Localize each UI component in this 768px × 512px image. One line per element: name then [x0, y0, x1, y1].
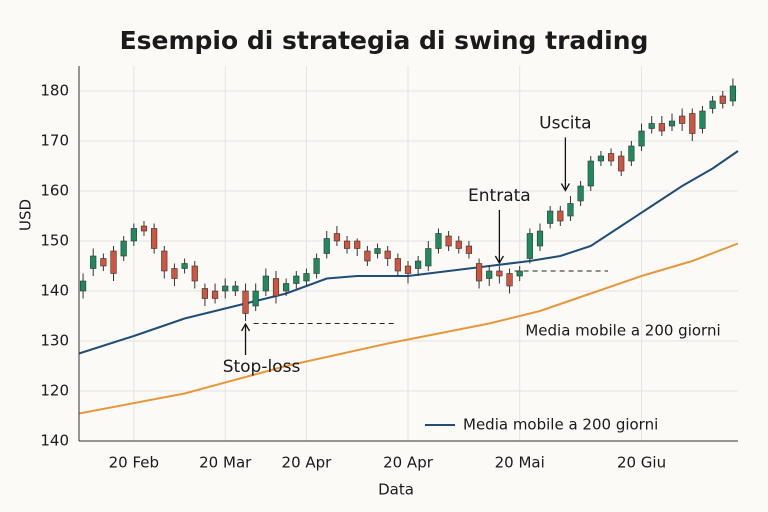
candle-body	[161, 250, 168, 272]
candle-body	[729, 85, 737, 102]
candle-body	[130, 228, 137, 242]
candle-body	[455, 240, 462, 249]
moving-average-line	[78, 242, 739, 415]
candle-body	[679, 115, 686, 124]
candle-body	[394, 258, 401, 272]
candle-body	[110, 250, 117, 274]
y-tick-label: 140	[40, 282, 69, 300]
candle-body	[364, 250, 371, 262]
candle-body	[323, 238, 330, 254]
candle-body	[272, 278, 280, 297]
candle-body	[252, 290, 259, 307]
candle-body	[313, 258, 320, 274]
candle-body	[638, 130, 645, 147]
candle-body	[90, 255, 97, 269]
candle-body	[587, 160, 594, 187]
candle-body	[709, 100, 716, 109]
candle-body	[506, 273, 513, 287]
legend-label: Media mobile a 200 giorni	[463, 416, 658, 434]
candle-body	[648, 123, 655, 129]
candle-body	[374, 248, 381, 254]
y-tick-label: 120	[40, 382, 69, 400]
candle-body	[79, 280, 87, 292]
candle-body	[486, 270, 493, 279]
candle-body	[425, 248, 432, 267]
candle-body	[465, 245, 473, 254]
candle-body	[303, 273, 310, 282]
x-axis-title: Data	[378, 481, 414, 499]
candle-body	[293, 275, 300, 284]
x-tick-label: 20 Feb	[109, 454, 159, 472]
annotation-arrowhead	[494, 255, 504, 265]
candle-body	[689, 113, 696, 134]
grid	[79, 66, 738, 442]
candle-body	[577, 185, 584, 202]
candle-body	[567, 203, 574, 217]
x-tick-label: 20 Giu	[617, 454, 666, 472]
candle-body	[191, 265, 198, 282]
candle-body	[262, 275, 269, 292]
candle-body	[211, 290, 219, 299]
candle-body	[222, 285, 229, 292]
candle-body	[628, 145, 635, 162]
annotation-label: Stop-loss	[223, 357, 301, 377]
candle-body	[415, 260, 422, 269]
candle-body	[283, 283, 290, 292]
y-tick-label: 130	[40, 332, 69, 350]
candle-body	[435, 233, 442, 249]
annotation-label: Entrata	[468, 186, 531, 206]
y-tick-label: 170	[40, 132, 69, 150]
candle-body	[547, 210, 554, 224]
moving-average-line	[78, 150, 739, 355]
candle-body	[668, 120, 676, 127]
x-tick-label: 20 Mai	[495, 454, 545, 472]
candle-body	[201, 288, 209, 299]
y-tick-label: 150	[40, 232, 69, 250]
candle-body	[719, 95, 726, 104]
candle-body	[140, 225, 148, 232]
x-tick-label: 20 Apr	[383, 454, 434, 472]
candle-body	[597, 155, 605, 162]
candle-body	[607, 153, 615, 162]
candle-body	[181, 263, 188, 269]
annotation-arrowhead	[560, 183, 570, 192]
annotation-label: Uscita	[539, 114, 591, 134]
y-tick-label: 180	[40, 82, 69, 100]
candle-body	[557, 210, 564, 222]
candle-body	[658, 123, 665, 132]
x-tick-label: 20 Apr	[282, 454, 333, 472]
candle-body	[100, 258, 107, 267]
x-tick-label: 20 Mar	[199, 454, 252, 472]
y-tick-label: 160	[40, 182, 69, 200]
candle-body	[496, 270, 503, 277]
candle-body	[232, 285, 239, 292]
candle-body	[536, 230, 544, 247]
candle-body	[343, 240, 351, 249]
candle-body	[699, 110, 706, 129]
candle-body	[120, 240, 127, 257]
candle-body	[404, 265, 412, 274]
y-axis-title: USD	[17, 199, 35, 231]
chart-title: Esempio di strategia di swing trading	[120, 26, 649, 55]
candle-body	[526, 233, 533, 259]
y-tick-label: 140	[40, 432, 69, 450]
candle-body	[384, 250, 391, 259]
candle-body	[333, 233, 341, 242]
candle-body	[171, 268, 178, 279]
candle-body	[516, 270, 523, 277]
candle-body	[242, 290, 249, 314]
candle-body	[151, 228, 158, 249]
plot	[78, 78, 739, 415]
annotation-arrowhead	[240, 322, 251, 332]
candle-body	[618, 155, 625, 172]
candle-body	[475, 263, 483, 282]
candle-body	[445, 235, 452, 247]
candle-body	[354, 240, 361, 249]
series-label: Media mobile a 200 giorni	[525, 322, 720, 340]
